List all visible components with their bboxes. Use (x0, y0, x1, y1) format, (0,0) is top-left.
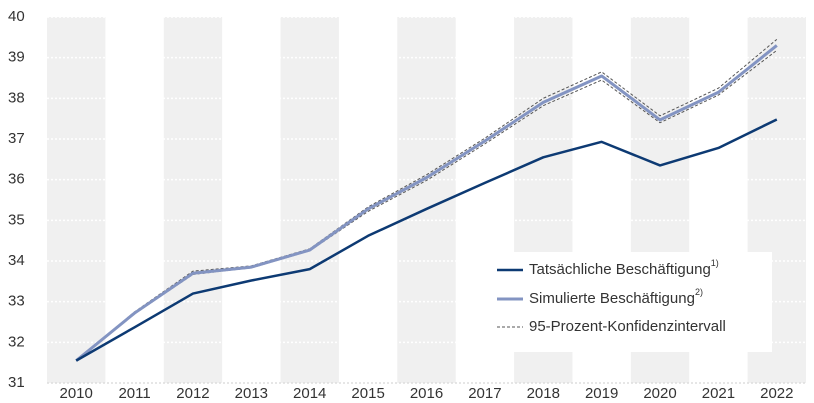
legend-name: Simulierte Beschäftigung (529, 290, 695, 307)
x-tick-label: 2019 (585, 385, 618, 402)
x-tick-label: 2014 (293, 385, 326, 402)
x-tick-label: 2022 (760, 385, 793, 402)
x-tick-label: 2015 (351, 385, 384, 402)
y-tick-label: 33 (8, 293, 25, 310)
y-tick-label: 39 (8, 49, 25, 66)
x-tick-label: 2018 (527, 385, 560, 402)
column-band (163, 17, 223, 383)
x-tick-label: 2020 (643, 385, 676, 402)
ci-upper-line (75, 38, 778, 362)
y-tick-label: 37 (8, 130, 25, 147)
legend-footnote: 2) (695, 287, 703, 297)
x-tick-label: 2013 (235, 385, 268, 402)
legend-footnote: 1) (711, 258, 719, 268)
y-tick-label: 40 (8, 8, 25, 25)
y-tick-label: 34 (8, 252, 25, 269)
column-band (47, 17, 106, 383)
y-tick-label: 38 (8, 89, 25, 106)
actual-line (75, 118, 778, 362)
legend-label: Tatsächliche Beschäftigung1) (529, 258, 719, 278)
y-tick-label: 36 (8, 171, 25, 188)
legend-label: Simulierte Beschäftigung2) (529, 287, 703, 307)
simulated-line (75, 44, 778, 362)
column-band (280, 17, 339, 383)
x-tick-label: 2011 (118, 385, 150, 402)
legend-box (488, 252, 772, 352)
x-tick-label: 2010 (60, 385, 93, 402)
legend: Tatsächliche Beschäftigung1) Simulierte B… (488, 252, 772, 352)
y-tick-label: 31 (8, 374, 25, 391)
legend-name: Tatsächliche Beschäftigung (529, 261, 711, 278)
x-tick-label: 2016 (410, 385, 443, 402)
y-tick-label: 35 (8, 211, 25, 228)
x-tick-label: 2021 (702, 385, 735, 402)
x-tick-label: 2012 (176, 385, 209, 402)
x-tick-label: 2017 (468, 385, 501, 402)
y-tick-label: 32 (8, 333, 25, 350)
legend-label: 95-Prozent-Konfidenzintervall (529, 318, 726, 335)
